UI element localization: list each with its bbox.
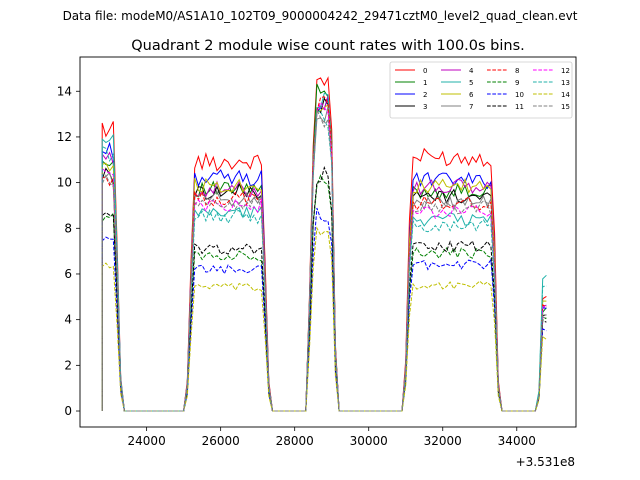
legend-label-1: 1 (423, 79, 427, 87)
x-tick-label: 34000 (498, 434, 536, 448)
x-tick-label: 26000 (202, 434, 240, 448)
legend-label-7: 7 (469, 103, 473, 111)
axes-ticks: 24000 26000 28000 30000 32000 34000 0 2 4 6 8 10 12 1… (57, 84, 536, 448)
y-tick-label: 10 (57, 176, 72, 190)
legend-label-13: 13 (561, 79, 570, 87)
x-tick-label: 32000 (424, 434, 462, 448)
legend-label-2: 2 (423, 91, 427, 99)
legend-label-14: 14 (561, 91, 570, 99)
legend-label-12: 12 (561, 67, 570, 75)
legend-label-5: 5 (469, 79, 473, 87)
series-line-6 (101, 104, 547, 412)
legend-label-3: 3 (423, 103, 427, 111)
y-tick-label: 8 (64, 221, 72, 235)
x-offset-label: +3.531e8 (516, 455, 575, 469)
x-tick-label: 30000 (350, 434, 388, 448)
series-line-5 (101, 92, 547, 412)
series-line-11 (101, 166, 547, 412)
figure-suptitle: Data file: modeM0/AS1A10_102T09_90000042… (63, 9, 578, 23)
series-line-1 (101, 83, 547, 412)
series-line-13 (101, 110, 547, 412)
x-tick-label: 24000 (128, 434, 166, 448)
y-tick-label: 14 (57, 84, 72, 98)
axes-frame (79, 56, 577, 428)
legend-label-10: 10 (515, 91, 524, 99)
legend-label-4: 4 (469, 67, 474, 75)
plot-area (101, 76, 547, 412)
series-line-14 (101, 226, 547, 412)
legend-label-11: 11 (515, 103, 524, 111)
legend-label-6: 6 (469, 91, 474, 99)
legend-label-8: 8 (515, 67, 519, 75)
series-line-9 (101, 174, 547, 412)
legend-label-15: 15 (561, 103, 570, 111)
series-line-15 (101, 109, 547, 412)
y-tick-label: 4 (64, 313, 72, 327)
legend-label-9: 9 (515, 79, 519, 87)
series-line-8 (101, 96, 547, 412)
series-line-3 (101, 97, 547, 412)
y-tick-label: 0 (64, 404, 72, 418)
series-line-12 (101, 101, 547, 412)
y-tick-label: 12 (57, 130, 72, 144)
y-tick-label: 6 (64, 267, 72, 281)
series-line-10 (101, 207, 547, 412)
y-tick-label: 2 (64, 358, 72, 372)
legend-label-0: 0 (423, 67, 427, 75)
legend-box (389, 61, 573, 119)
chart-title: Quadrant 2 module wise count rates with … (131, 38, 525, 54)
series-line-0 (101, 76, 547, 412)
x-tick-label: 28000 (276, 434, 314, 448)
